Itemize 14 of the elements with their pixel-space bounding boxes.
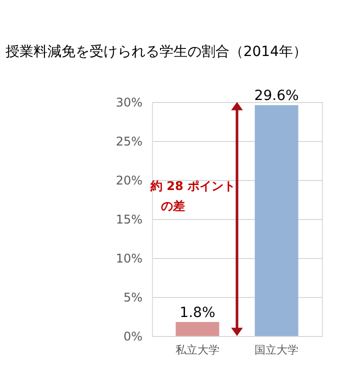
x-tick-label: 私立大学 [175,344,220,356]
y-tick-label: 25% [116,134,142,148]
y-tick-label: 10% [116,252,142,266]
y-tick-label: 15% [116,212,142,226]
data-label: 29.6% [254,88,299,104]
y-tick-label: 5% [123,290,142,304]
chart-title: 授業料減免を受けられる学生の割合（2014年） [5,44,307,60]
data-label: 1.8% [180,304,216,321]
annotation: 約 28 ポイント [149,179,236,194]
y-tick-label: 20% [116,174,142,188]
y-tick-label: 30% [116,96,142,110]
annotation: の差 [161,199,185,214]
y-tick-label: 0% [123,330,142,344]
x-tick-label: 国立大学 [254,344,299,356]
